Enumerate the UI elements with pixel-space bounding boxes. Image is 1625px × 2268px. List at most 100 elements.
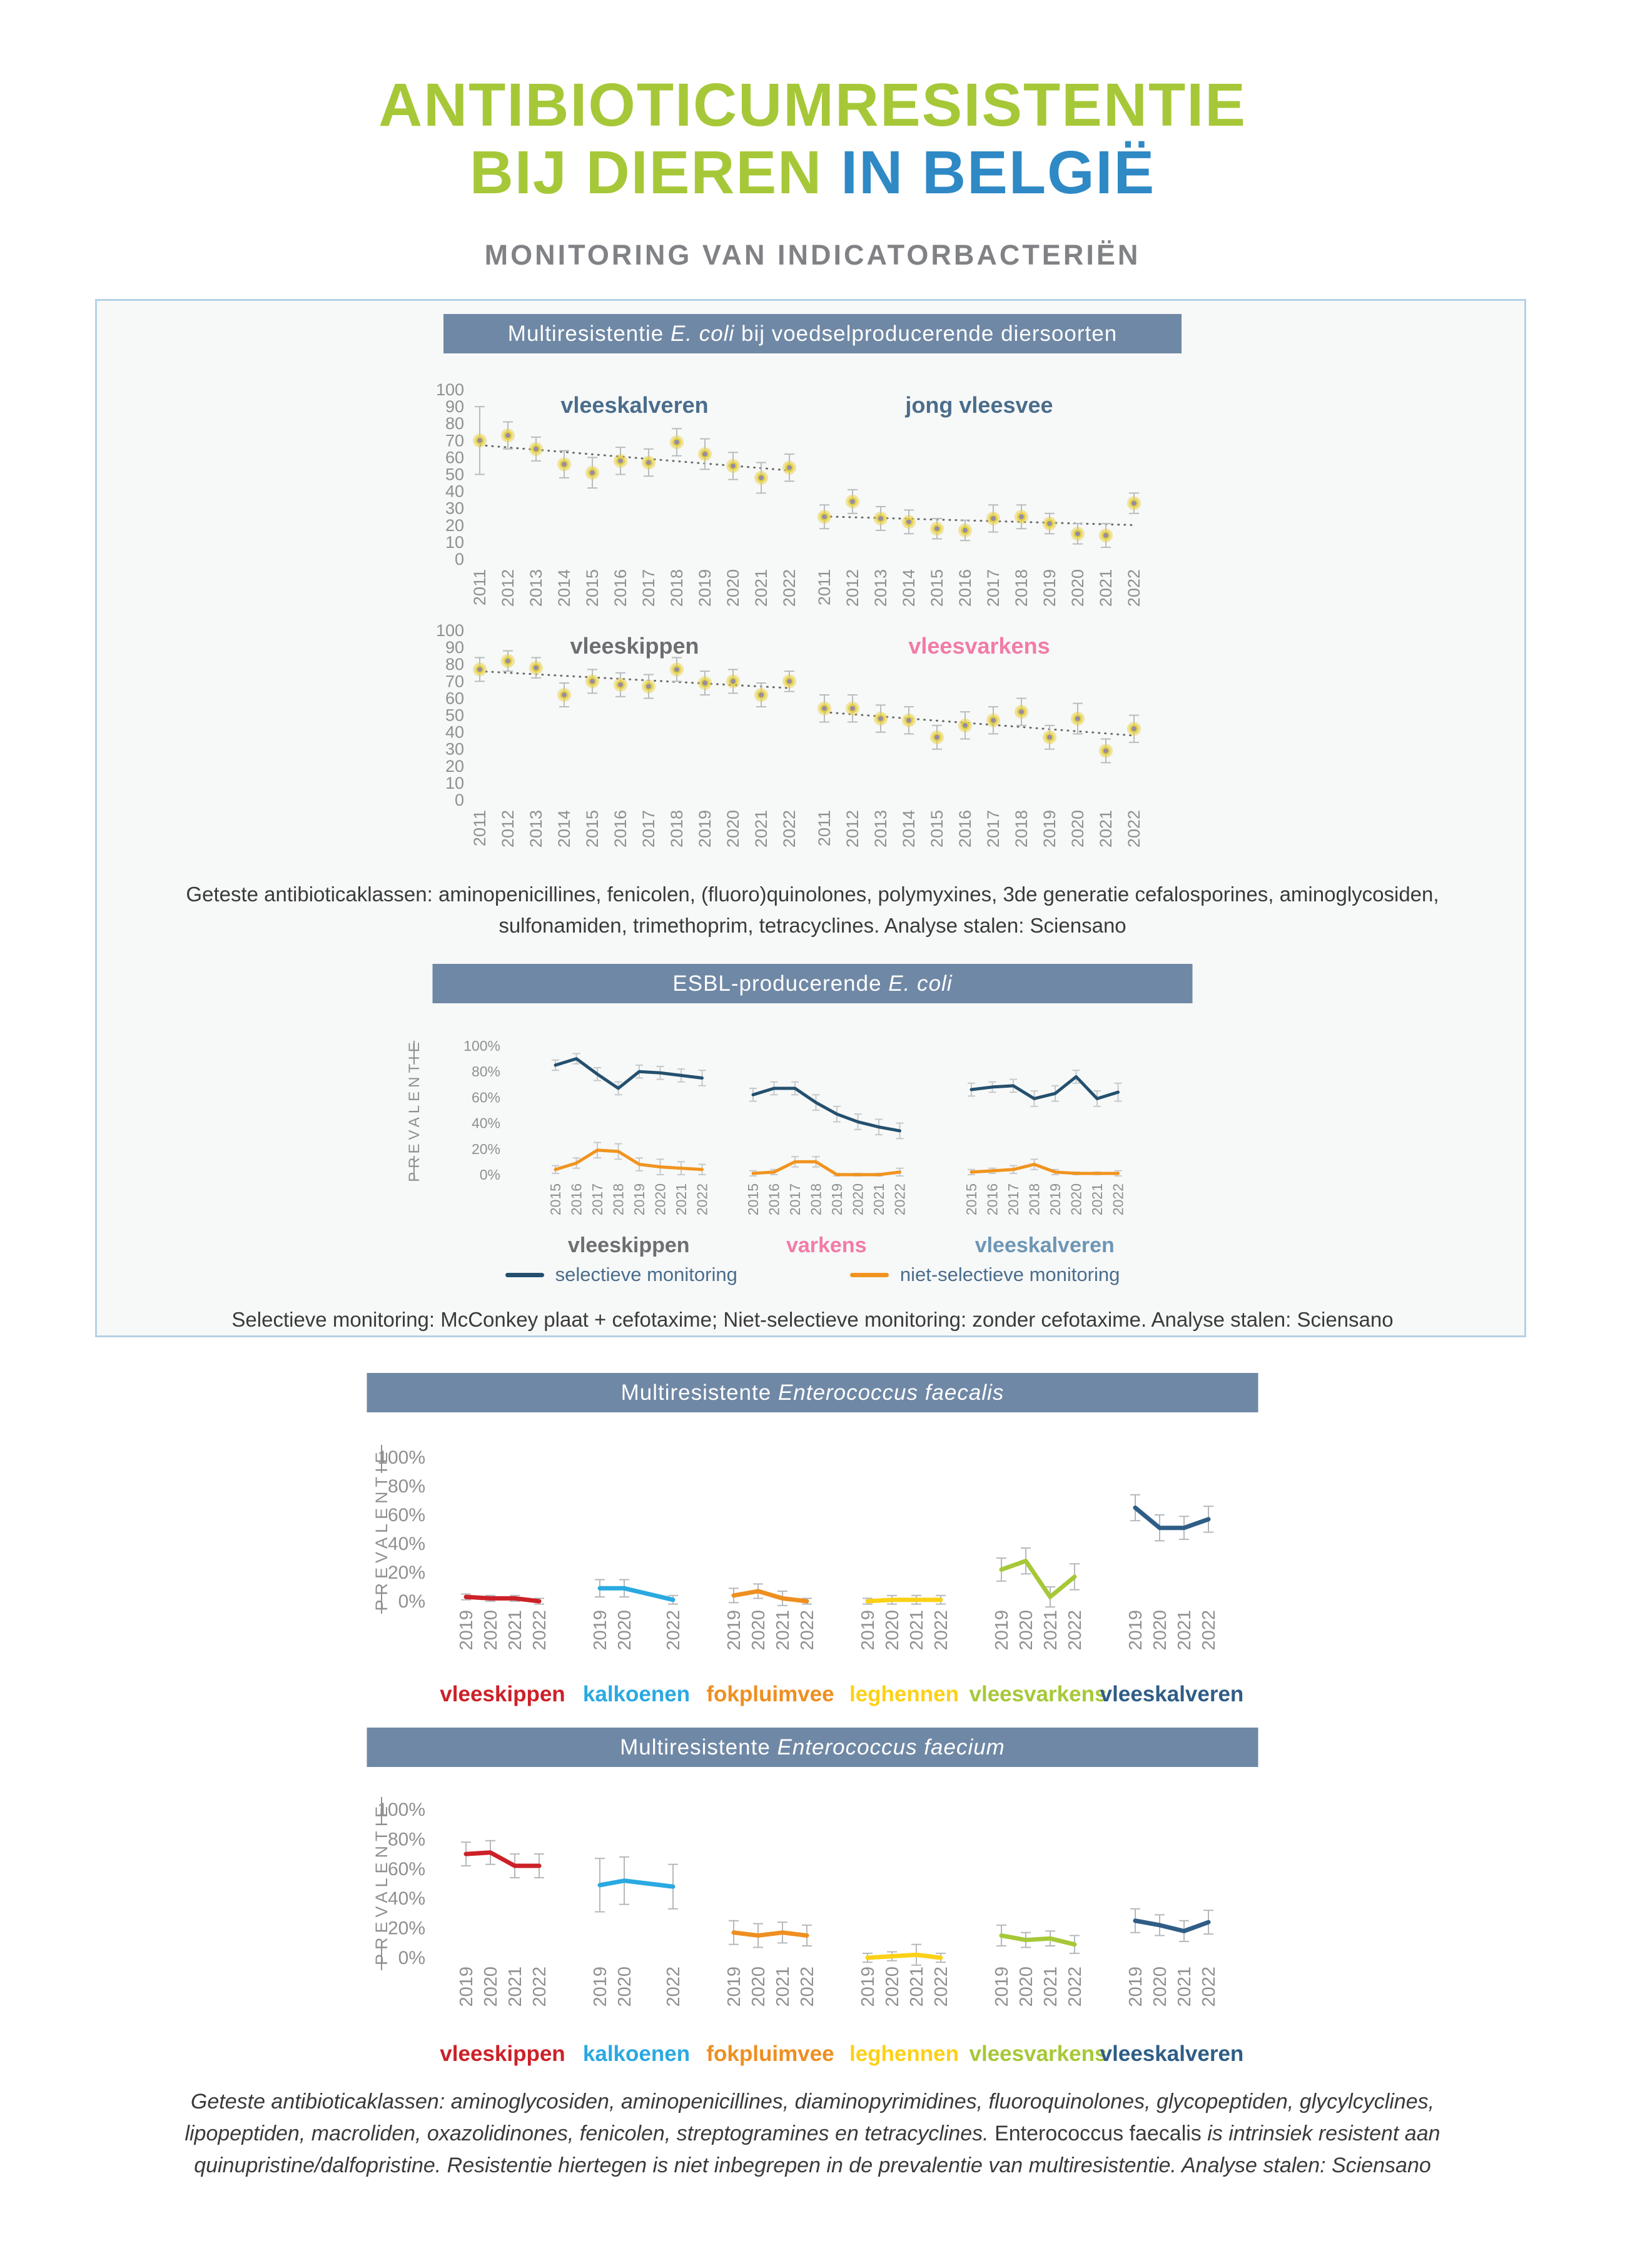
svg-text:80: 80 <box>445 655 464 674</box>
svg-text:fokpluimvee: fokpluimvee <box>706 1682 834 1706</box>
ecoli-scatter-row-calves-cattle: 0 10 20 30 40 50 60 70 80 90 100 2011 2012 2013 2014 20… <box>432 375 1232 629</box>
page-subtitle: MONITORING VAN INDICATORBACTERIËN <box>484 239 1141 271</box>
svg-text:2017: 2017 <box>1005 1183 1021 1215</box>
ecoli-scatter-row-chickens-pigs: 0 10 20 30 40 50 60 70 80 90 100 2011 2012 2013 2014 20… <box>432 616 1232 869</box>
svg-text:0%: 0% <box>480 1167 500 1183</box>
svg-text:2015: 2015 <box>928 569 946 607</box>
svg-text:2019: 2019 <box>829 1183 845 1215</box>
svg-text:2021: 2021 <box>1175 1610 1195 1651</box>
svg-text:0: 0 <box>455 791 464 809</box>
svg-text:2022: 2022 <box>892 1183 908 1215</box>
svg-text:PREVALENTIE: PREVALENTIE <box>372 1802 391 1965</box>
svg-text:2011: 2011 <box>815 810 834 846</box>
svg-text:60%: 60% <box>388 1859 425 1880</box>
svg-text:2021: 2021 <box>907 1967 927 2007</box>
page-title-line2-green: BIJ DIEREN <box>469 138 841 206</box>
svg-text:2020: 2020 <box>1150 1967 1170 2007</box>
legend-label-selective: selectieve monitoring <box>555 1263 737 1285</box>
svg-text:2022: 2022 <box>1065 1610 1085 1651</box>
legend-label-non-selective: niet-selectieve monitoring <box>899 1263 1120 1285</box>
svg-text:2017: 2017 <box>639 569 658 607</box>
svg-text:2021: 2021 <box>1041 1967 1061 2007</box>
svg-text:kalkoenen: kalkoenen <box>583 2042 690 2066</box>
svg-text:2021: 2021 <box>773 1967 793 2007</box>
svg-text:PREVALENTIE: PREVALENTIE <box>406 1038 423 1182</box>
svg-text:20: 20 <box>445 516 464 535</box>
svg-text:0: 0 <box>455 550 464 569</box>
svg-text:2019: 2019 <box>1126 1610 1146 1651</box>
svg-text:2020: 2020 <box>615 1967 635 2007</box>
esbl-line-chart: 0% 20% 40% 60% 80% 100% PREVALENTIE 2015 2016 201… <box>394 1032 1195 1263</box>
svg-text:2020: 2020 <box>749 1610 769 1651</box>
svg-text:vleeskalveren: vleeskalveren <box>1100 1682 1244 1706</box>
svg-text:2014: 2014 <box>555 569 574 607</box>
svg-text:vleeskippen: vleeskippen <box>568 1233 690 1257</box>
svg-text:2022: 2022 <box>664 1967 684 2007</box>
svg-text:2019: 2019 <box>1126 1967 1146 2007</box>
page-title-line1: ANTIBIOTICUMRESISTENTIE <box>378 71 1247 139</box>
svg-text:2020: 2020 <box>883 1967 903 2007</box>
svg-text:2016: 2016 <box>985 1183 1001 1215</box>
svg-text:2021: 2021 <box>1089 1183 1105 1215</box>
svg-text:2012: 2012 <box>843 569 862 607</box>
svg-text:2021: 2021 <box>752 569 771 607</box>
svg-text:2022: 2022 <box>931 1610 951 1651</box>
legend-swatch-non-selective-line <box>849 1272 889 1277</box>
svg-text:2018: 2018 <box>667 569 686 607</box>
svg-text:0%: 0% <box>398 1948 425 1968</box>
svg-text:PREVALENTIE: PREVALENTIE <box>372 1447 391 1611</box>
svg-text:80%: 80% <box>472 1063 500 1080</box>
svg-text:2022: 2022 <box>664 1610 684 1651</box>
svg-text:2017: 2017 <box>787 1183 803 1215</box>
svg-text:leghennen: leghennen <box>849 2042 959 2066</box>
svg-text:2019: 2019 <box>992 1610 1012 1651</box>
svg-text:2019: 2019 <box>590 1610 610 1651</box>
svg-text:vleesvarkens: vleesvarkens <box>969 1682 1107 1706</box>
svg-text:2021: 2021 <box>1096 810 1115 848</box>
svg-text:2016: 2016 <box>611 569 630 607</box>
svg-text:2022: 2022 <box>530 1610 550 1651</box>
svg-text:2020: 2020 <box>481 1967 501 2007</box>
svg-text:2020: 2020 <box>850 1183 866 1215</box>
svg-text:2017: 2017 <box>589 1183 605 1215</box>
svg-text:2018: 2018 <box>808 1183 824 1215</box>
svg-text:40%: 40% <box>388 1534 425 1554</box>
svg-text:2020: 2020 <box>1068 810 1087 848</box>
svg-text:40%: 40% <box>388 1888 425 1909</box>
svg-text:2012: 2012 <box>499 810 517 848</box>
svg-text:40%: 40% <box>472 1115 500 1131</box>
svg-text:2019: 2019 <box>696 569 714 607</box>
svg-text:2021: 2021 <box>505 1967 525 2007</box>
svg-text:kalkoenen: kalkoenen <box>583 1682 690 1706</box>
svg-text:70: 70 <box>445 431 464 450</box>
faecium-line-chart: 0% 20% 40% 60% 80% 100% PREVALENTIE 2019 2020 202… <box>363 1788 1288 2078</box>
svg-text:2021: 2021 <box>773 1610 793 1651</box>
footer-species: Enterococcus faecalis <box>995 2122 1202 2145</box>
svg-text:100%: 100% <box>463 1038 500 1054</box>
svg-text:90: 90 <box>445 397 464 416</box>
svg-text:2019: 2019 <box>724 1967 744 2007</box>
header-enterococcus-faecalis: Multiresistente Enterococcus faecalis <box>367 1373 1258 1412</box>
svg-text:2013: 2013 <box>527 569 545 607</box>
svg-text:2021: 2021 <box>505 1610 525 1651</box>
faecalis-line-chart: 0% 20% 40% 60% 80% 100% PREVALENTIE 2019 2020 202… <box>363 1435 1288 1720</box>
esbl-legend: selectieve monitoring niet-selectieve mo… <box>0 1263 1625 1286</box>
svg-text:30: 30 <box>445 499 464 518</box>
svg-text:2016: 2016 <box>956 569 974 607</box>
header-esbl-ecoli: ESBL-producerende E. coli <box>432 964 1193 1003</box>
svg-text:2021: 2021 <box>752 810 771 848</box>
svg-text:2016: 2016 <box>611 810 630 848</box>
svg-text:vleeskippen: vleeskippen <box>570 633 699 659</box>
svg-text:2020: 2020 <box>1016 1967 1036 2007</box>
svg-text:2020: 2020 <box>724 810 742 848</box>
svg-text:2022: 2022 <box>780 569 799 607</box>
page-title-line2-blue: IN BELGIË <box>841 138 1156 206</box>
svg-text:vleeskippen: vleeskippen <box>440 2042 565 2066</box>
svg-text:2022: 2022 <box>1110 1183 1126 1215</box>
svg-text:2022: 2022 <box>1065 1967 1085 2007</box>
svg-text:2019: 2019 <box>696 810 714 848</box>
svg-text:2022: 2022 <box>694 1183 711 1215</box>
svg-text:70: 70 <box>445 672 464 691</box>
